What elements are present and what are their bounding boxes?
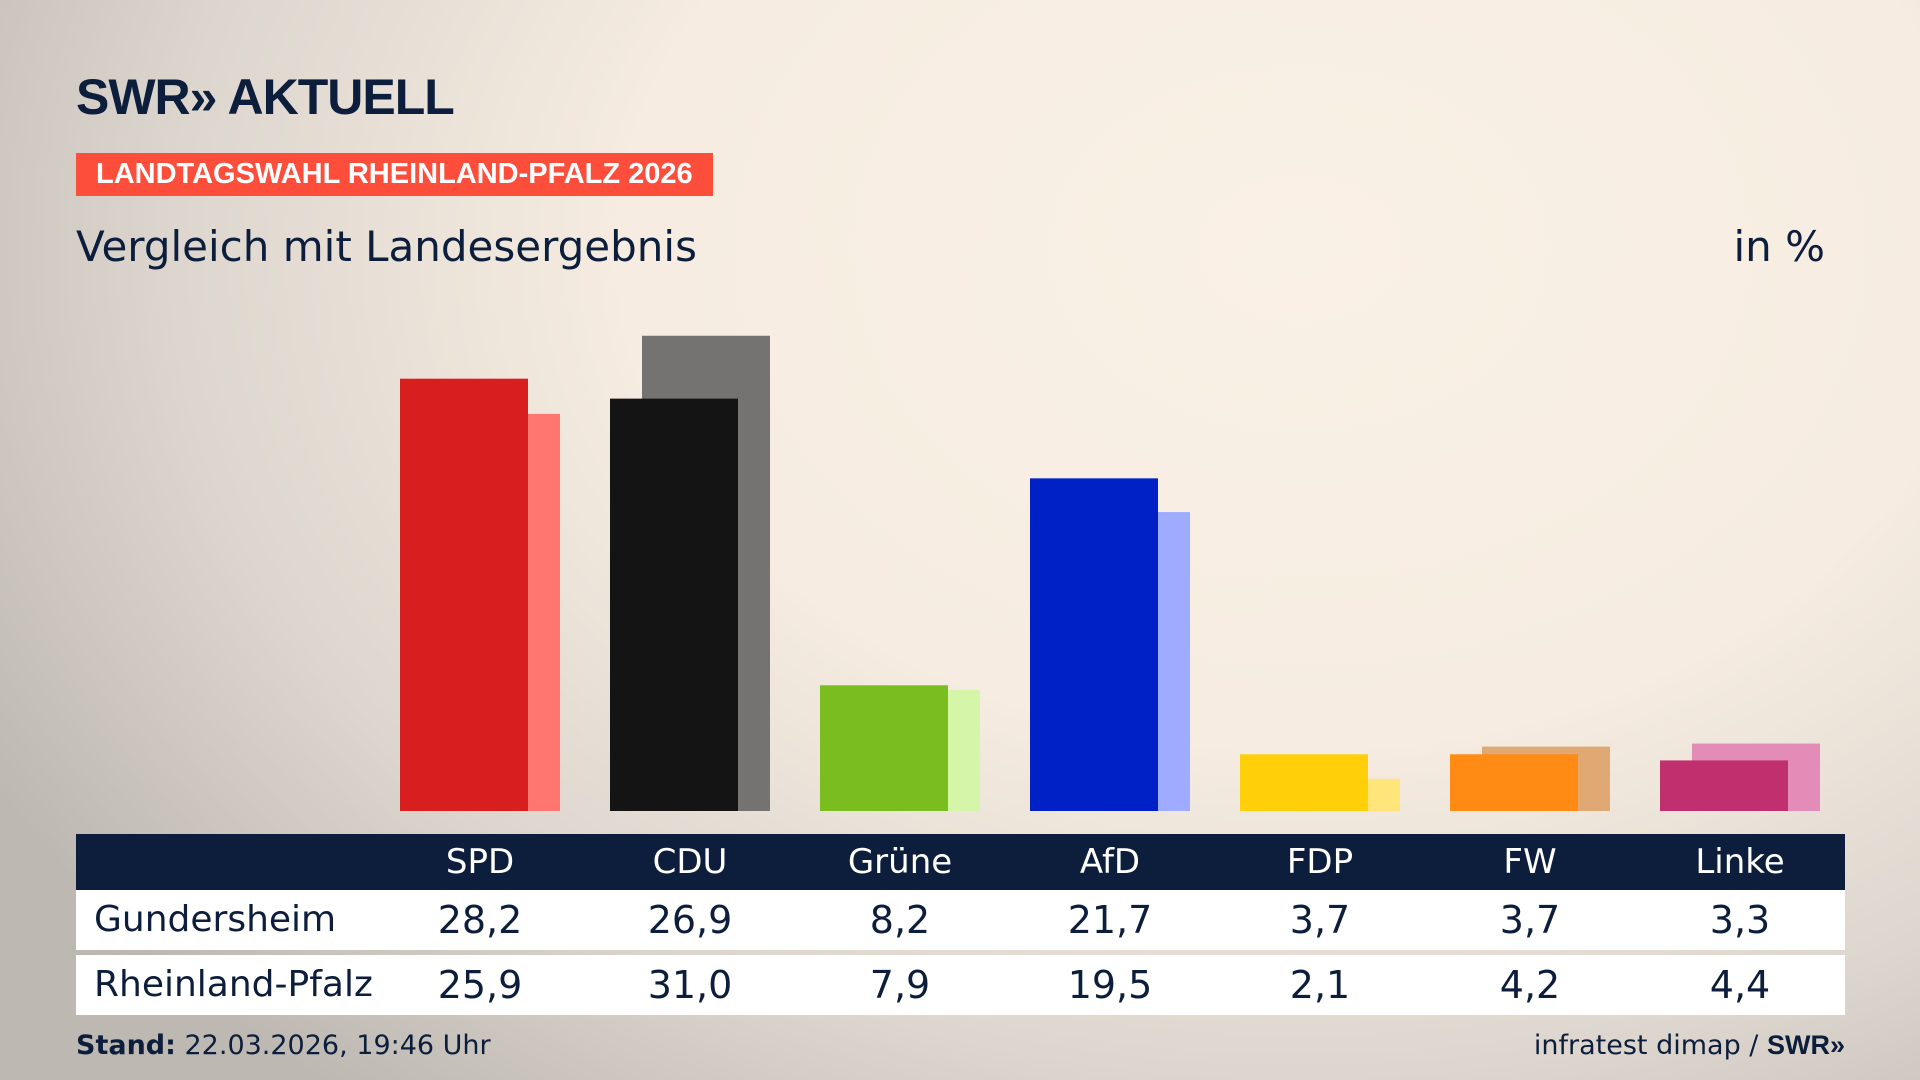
stand-label: Stand: [76, 1030, 176, 1061]
swr-logo: SWR» [1766, 1030, 1845, 1060]
chart-subtitle: Vergleich mit Landesergebnis [76, 222, 697, 271]
bar-afd-gundersheim [1030, 478, 1158, 811]
value-cell: 19,5 [1067, 963, 1153, 1007]
value-cell: 4,4 [1709, 963, 1771, 1007]
bar-fdp-gundersheim [1240, 754, 1368, 811]
swr-aktuell-logo: SWR» AKTUELL [76, 69, 455, 125]
bar-fw-gundersheim [1450, 754, 1578, 811]
table-header: SPD CDU Grüne AfD FDP FW Linke [76, 834, 1845, 890]
column-header: FW [1503, 842, 1557, 882]
value-cell: 8,2 [869, 898, 931, 942]
source-text: infratest dimap / [1533, 1030, 1767, 1061]
column-header: Linke [1695, 842, 1785, 882]
value-cell: 2,1 [1289, 963, 1351, 1007]
value-cell: 3,7 [1499, 898, 1561, 942]
value-cell: 3,7 [1289, 898, 1351, 942]
row-label: Gundersheim [94, 899, 337, 940]
bar-spd-gundersheim [400, 378, 528, 811]
bar-linke-gundersheim [1660, 760, 1788, 811]
bar-cdu-gundersheim [610, 398, 738, 811]
election-banner: LANDTAGSWAHL RHEINLAND-PFALZ 2026 [76, 153, 713, 196]
value-cell: 4,2 [1499, 963, 1561, 1007]
column-header: SPD [445, 842, 515, 882]
value-cell: 25,9 [437, 963, 523, 1007]
value-cell: 21,7 [1067, 898, 1153, 942]
timestamp: Stand: 22.03.2026, 19:46 Uhr [76, 1030, 491, 1061]
bar-chart [400, 335, 1820, 811]
stand-value: 22.03.2026, 19:46 Uhr [175, 1030, 491, 1061]
unit-label: in % [1733, 222, 1825, 271]
source: infratest dimap / SWR» [1534, 1030, 1845, 1061]
column-header: CDU [652, 842, 728, 882]
value-cell: 28,2 [437, 898, 523, 942]
bar-grüne-gundersheim [820, 685, 948, 811]
value-cell: 26,9 [647, 898, 733, 942]
value-cell: 31,0 [647, 963, 733, 1007]
column-header: Grüne [847, 842, 953, 882]
table-row: Rheinland-Pfalz 25,9 31,0 7,9 19,5 2,1 4,2 4,4 [76, 955, 1845, 1015]
column-header: FDP [1286, 842, 1354, 882]
row-label: Rheinland-Pfalz [94, 964, 373, 1005]
value-cell: 3,3 [1709, 898, 1771, 942]
value-cell: 7,9 [869, 963, 931, 1007]
column-header: AfD [1079, 842, 1141, 882]
table-row: Gundersheim 28,2 26,9 8,2 21,7 3,7 3,7 3,3 [76, 890, 1845, 950]
